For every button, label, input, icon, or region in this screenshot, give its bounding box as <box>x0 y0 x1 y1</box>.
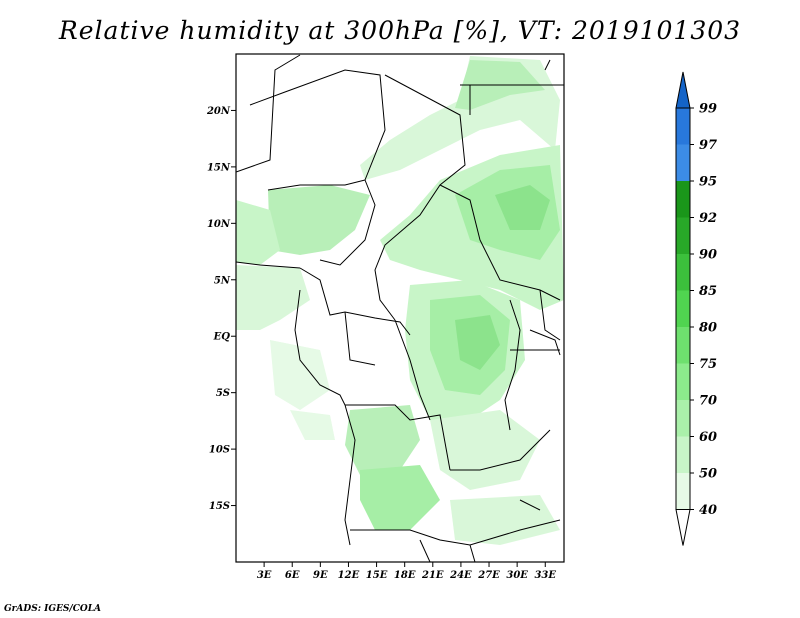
map-title: Relative humidity at 300hPa [%], VT: 201… <box>58 16 742 45</box>
colorbar-segment <box>676 181 690 218</box>
colorbar-segment <box>676 254 690 291</box>
colorbar-segment <box>676 327 690 364</box>
colorbar-label: 80 <box>699 321 717 336</box>
colorbar-segment <box>676 400 690 437</box>
colorbar-frame <box>675 107 691 510</box>
colorbar-segment <box>676 217 690 254</box>
lat-tick-label: 5S <box>216 388 230 399</box>
lon-tick-label: 27E <box>477 570 500 581</box>
colorbar-label: 70 <box>699 394 717 409</box>
colorbar-segment <box>676 290 690 327</box>
colorbar-segment <box>676 144 690 181</box>
colorbar-label: 40 <box>699 503 717 518</box>
colorbar-label: 75 <box>699 357 717 372</box>
lon-tick-label: 21E <box>421 570 444 581</box>
colorbar-label: 99 <box>699 102 717 117</box>
lon-tick-label: 18E <box>394 570 416 581</box>
lat-tick-label: 10S <box>209 445 230 456</box>
lat-tick-label: 10N <box>207 219 231 230</box>
lat-tick-label: 20N <box>206 106 231 117</box>
lat-tick-label: EQ <box>213 332 231 343</box>
colorbar-segment <box>676 108 690 145</box>
colorbar-upper-arrow <box>675 71 691 109</box>
lon-tick-label: 6E <box>285 570 300 581</box>
colorbar-label: 95 <box>699 175 717 190</box>
colorbar-label: 97 <box>699 138 717 153</box>
colorbar-label: 90 <box>699 248 717 263</box>
latitude-axis: 20N 15N 10N 5N EQ 5S 10S 15S <box>206 106 236 512</box>
longitude-axis: 3E 6E 9E 12E 15E 18E 21E 24E 27E 30E 33E <box>257 562 556 581</box>
lat-tick-label: 5N <box>214 275 231 286</box>
lon-tick-label: 33E <box>534 570 556 581</box>
lon-tick-label: 30E <box>506 570 528 581</box>
humidity-field <box>236 54 564 562</box>
colorbar-label: 85 <box>699 284 717 299</box>
colorbar-segment <box>676 436 690 473</box>
colorbar-label: 60 <box>699 430 717 445</box>
colorbar-lower-arrow <box>675 509 691 546</box>
lon-tick-label: 15E <box>366 570 388 581</box>
credit-label: GrADS: IGES/COLA <box>4 604 102 614</box>
colorbar-segment <box>676 473 690 510</box>
map-frame <box>235 53 565 563</box>
colorbar-segment <box>676 363 690 400</box>
lat-tick-label: 15S <box>209 501 230 512</box>
colorbar: 40 50 60 70 75 80 85 90 92 95 97 99 <box>675 71 717 546</box>
colorbar-label: 50 <box>699 467 717 482</box>
colorbar-label: 92 <box>699 211 717 226</box>
lon-tick-label: 3E <box>257 570 272 581</box>
lon-tick-label: 24E <box>449 570 472 581</box>
lon-tick-label: 9E <box>313 570 328 581</box>
lon-tick-label: 12E <box>338 570 360 581</box>
country-boundaries <box>236 54 564 562</box>
lat-tick-label: 15N <box>207 162 231 173</box>
